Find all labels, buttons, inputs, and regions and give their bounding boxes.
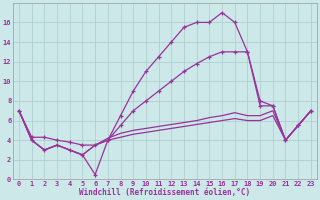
X-axis label: Windchill (Refroidissement éolien,°C): Windchill (Refroidissement éolien,°C) bbox=[79, 188, 251, 197]
